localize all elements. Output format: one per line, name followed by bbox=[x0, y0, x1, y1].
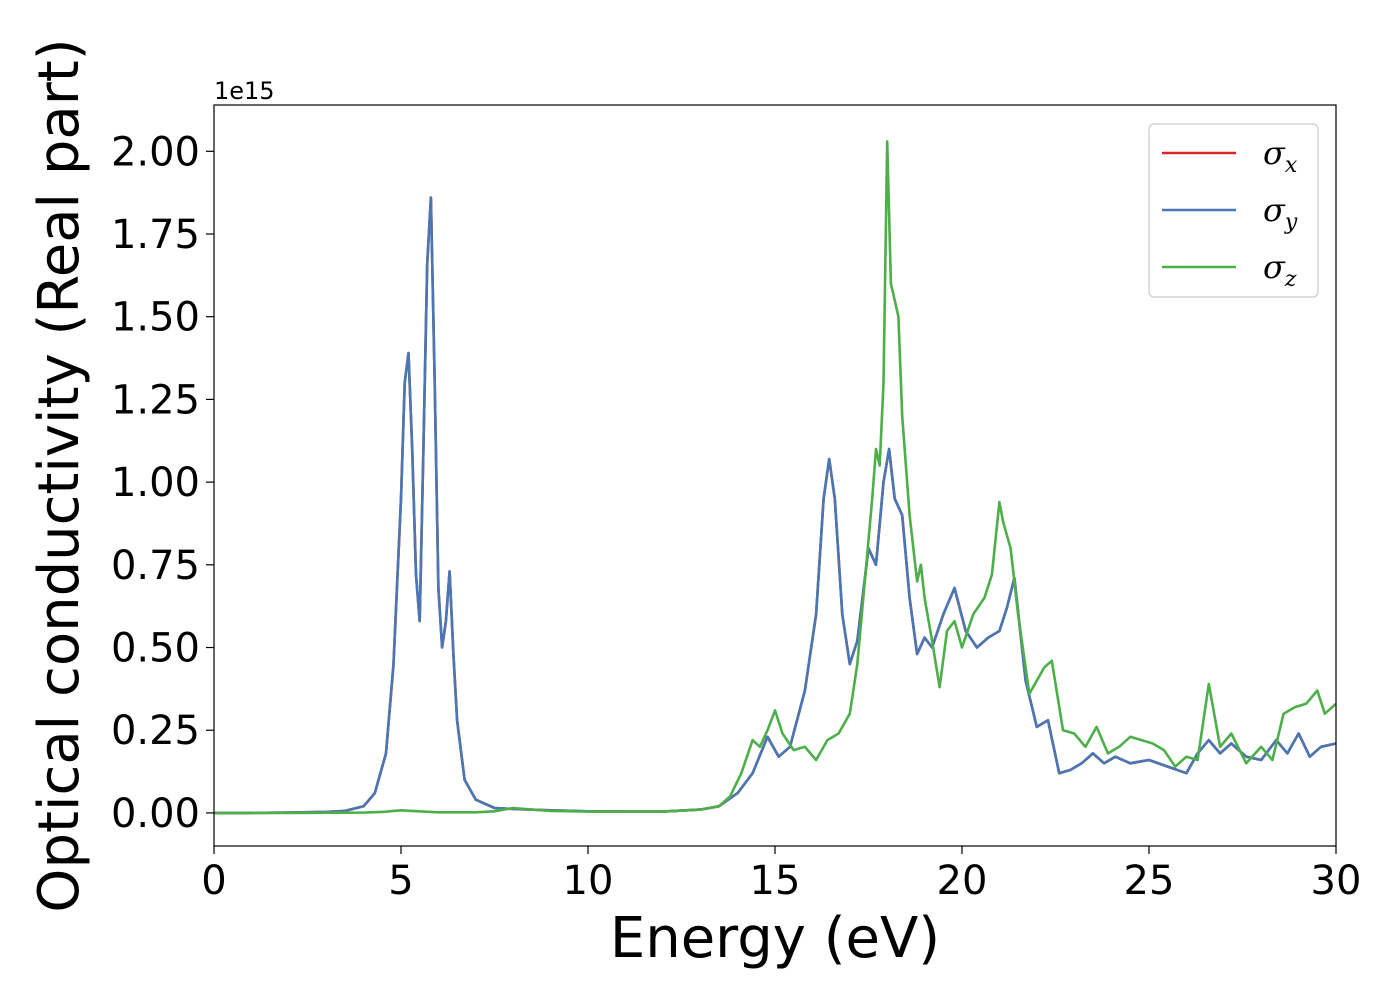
y-tick-label: 1.75 bbox=[111, 212, 200, 258]
legend-subscript: z bbox=[1284, 267, 1297, 292]
x-tick-label: 15 bbox=[750, 858, 801, 904]
x-axis: 0 5 10 15 20 25 30 bbox=[201, 846, 1361, 904]
y-axis-title: Optical conductivity (Real part) bbox=[27, 38, 92, 912]
y-tick-label: 0.00 bbox=[111, 791, 200, 837]
series-layer bbox=[214, 140, 1337, 815]
series-line-z bbox=[214, 140, 1337, 815]
legend-symbol: σ bbox=[1263, 248, 1286, 286]
y-tick-label: 0.75 bbox=[111, 543, 200, 589]
y-tick-label: 2.00 bbox=[111, 129, 200, 175]
legend-label-z: σz bbox=[1263, 248, 1297, 292]
series-line-y bbox=[214, 196, 1337, 815]
legend-subscript: y bbox=[1284, 210, 1298, 235]
legend-label-x: σx bbox=[1263, 134, 1298, 178]
y-tick-label: 0.25 bbox=[111, 708, 200, 754]
legend-label-y: σy bbox=[1263, 191, 1298, 235]
x-tick-label: 25 bbox=[1124, 858, 1175, 904]
x-tick-label: 10 bbox=[563, 858, 614, 904]
x-tick-label: 30 bbox=[1311, 858, 1362, 904]
legend-subscript: x bbox=[1285, 153, 1298, 178]
x-tick-label: 5 bbox=[388, 858, 413, 904]
y-axis-offset-label: 1e15 bbox=[214, 77, 275, 105]
y-axis: 0.00 0.25 0.50 0.75 1.00 1.25 1.50 1.75 2.00 bbox=[111, 129, 214, 837]
x-tick-label: 20 bbox=[937, 858, 988, 904]
y-tick-label: 1.00 bbox=[111, 460, 200, 506]
y-tick-label: 1.50 bbox=[111, 295, 200, 341]
y-tick-label: 1.25 bbox=[111, 377, 200, 423]
legend-symbol: σ bbox=[1263, 134, 1286, 172]
x-tick-label: 0 bbox=[201, 858, 226, 904]
x-axis-title: Energy (eV) bbox=[610, 906, 940, 971]
y-tick-label: 0.50 bbox=[111, 626, 200, 672]
legend-symbol: σ bbox=[1263, 191, 1286, 229]
